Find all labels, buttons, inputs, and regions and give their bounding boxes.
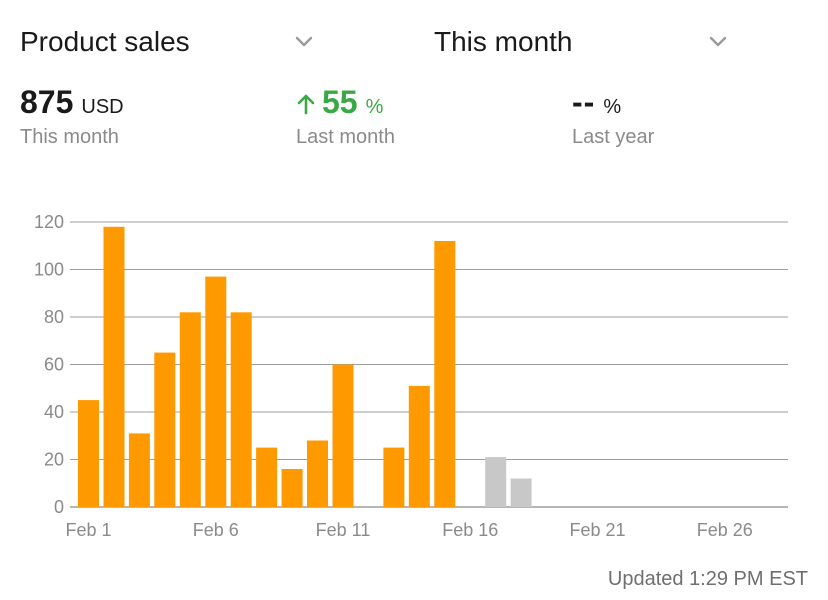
bar[interactable]: [434, 241, 456, 507]
stat-unit: %: [603, 96, 622, 118]
y-tick-label: 120: [34, 212, 64, 232]
x-tick-label: Feb 6: [193, 520, 239, 540]
bar[interactable]: [205, 276, 227, 507]
bar[interactable]: [154, 352, 176, 507]
stat-value: 55: [322, 84, 358, 120]
y-tick-label: 0: [54, 497, 64, 517]
updated-timestamp: Updated 1:29 PM EST: [607, 568, 808, 590]
stat-label: Last month: [296, 126, 395, 148]
chevron-down-icon: [709, 36, 727, 47]
bar[interactable]: [383, 447, 405, 507]
chevron-down-icon: [295, 36, 313, 47]
x-tick-label: Feb 26: [697, 520, 753, 540]
bar[interactable]: [230, 312, 252, 508]
period-selector[interactable]: This month: [434, 22, 728, 62]
stat-unit: %: [365, 96, 384, 118]
y-tick-label: 20: [44, 450, 64, 470]
period-selector-label: This month: [434, 26, 573, 57]
stat-last-month: 55 % Last month: [296, 84, 395, 149]
bar[interactable]: [510, 478, 532, 508]
bar[interactable]: [408, 385, 430, 507]
stat-value: 875: [20, 84, 74, 120]
x-tick-label: Feb 21: [569, 520, 625, 540]
bar[interactable]: [256, 447, 278, 507]
stat-label: Last year: [572, 126, 655, 148]
bar[interactable]: [307, 440, 328, 508]
x-tick-label: Feb 16: [442, 520, 498, 540]
bar[interactable]: [485, 457, 507, 507]
bar[interactable]: [103, 226, 125, 508]
x-axis-ticks: Feb 1 Feb 6 Feb 11 Feb 16 Feb 21 Feb 26: [65, 520, 752, 540]
stat-unit: USD: [81, 96, 124, 118]
x-tick-label: Feb 1: [65, 520, 111, 540]
bars: [78, 226, 532, 508]
bar[interactable]: [179, 312, 201, 508]
stat-value: --: [572, 84, 596, 120]
stat-this-month: 875 USD This month: [20, 84, 124, 149]
bar[interactable]: [78, 400, 99, 507]
bar[interactable]: [281, 469, 303, 507]
metric-selector-label: Product sales: [20, 26, 190, 57]
y-tick-label: 100: [34, 260, 64, 280]
y-tick-label: 80: [44, 307, 64, 327]
bar[interactable]: [128, 433, 150, 507]
bar[interactable]: [332, 364, 354, 508]
stat-last-year: -- % Last year: [572, 84, 654, 149]
stat-label: This month: [20, 126, 119, 148]
metric-selector[interactable]: Product sales: [20, 22, 314, 62]
arrow-up-icon: [297, 94, 315, 115]
y-axis-ticks: 0 20 40 60 80 100 120: [34, 212, 64, 517]
y-tick-label: 40: [44, 402, 64, 422]
y-tick-label: 60: [44, 355, 64, 375]
x-tick-label: Feb 11: [316, 520, 371, 540]
